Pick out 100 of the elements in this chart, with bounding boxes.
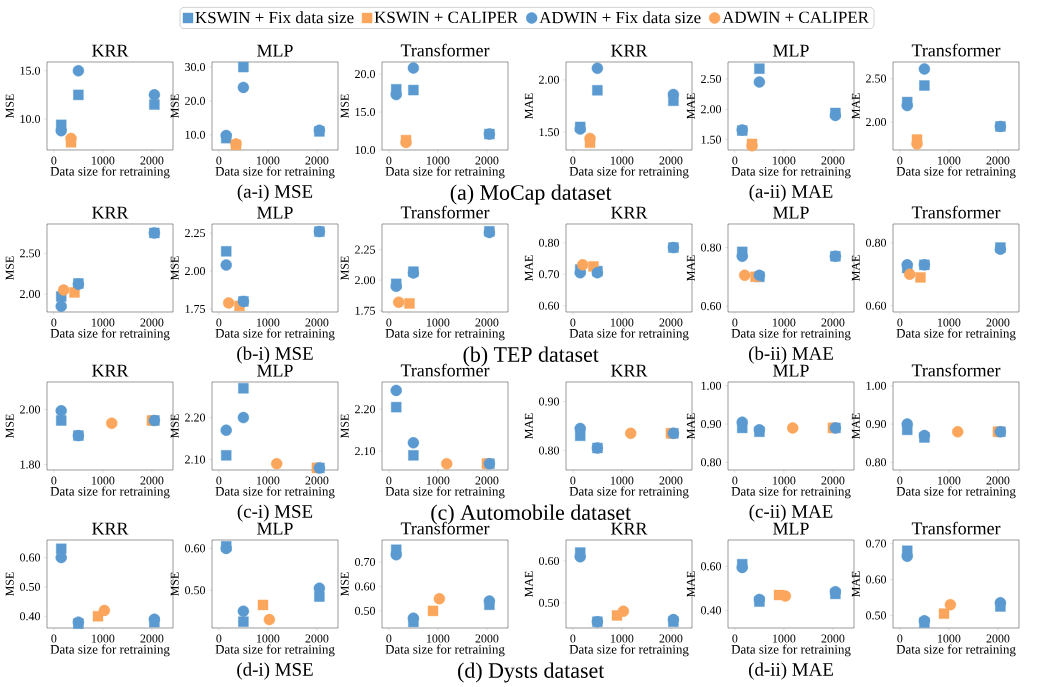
- y-tick-label: 20.0: [355, 70, 376, 79]
- y-tick-label: 0.60: [866, 575, 887, 584]
- y-tick-label: 0.70: [866, 539, 887, 548]
- y-tick-label: 1.00: [701, 381, 722, 390]
- chart-title: MLP: [773, 44, 809, 57]
- y-tick-label: 2.20: [355, 405, 376, 414]
- x-tick-label: 1000: [426, 318, 450, 327]
- x-axis-title: Data size for retraining: [50, 486, 170, 499]
- chart-title: MLP: [773, 522, 809, 535]
- x-axis-title: Data size for retraining: [569, 486, 689, 499]
- text: (a-i) MSE: [237, 184, 313, 202]
- x-tick-label: 1000: [610, 476, 634, 485]
- x-tick-label: 0: [386, 156, 392, 165]
- y-tick-label: 0.60: [866, 301, 887, 310]
- y-axis-title: MAE: [686, 413, 695, 439]
- y-tick-label: 0.50: [866, 611, 887, 620]
- x-axis-title: Data size for retraining: [569, 166, 689, 179]
- y-tick-label: 2.10: [185, 455, 206, 464]
- x-tick-label: 1000: [772, 634, 796, 643]
- y-axis-title: MSE: [170, 94, 179, 118]
- y-tick-label: 1.80: [20, 460, 41, 469]
- chart-title: Transformer: [400, 43, 490, 57]
- y-tick-label: 0.50: [355, 606, 376, 615]
- x-tick-label: 0: [216, 156, 222, 165]
- x-tick-label: 0: [732, 476, 738, 485]
- text: (d-i) MSE: [237, 662, 313, 680]
- chart-title: KRR: [611, 206, 648, 219]
- y-tick-label: 2.00: [539, 75, 560, 84]
- y-tick-label: 1.00: [866, 381, 887, 390]
- y-tick-label: 0.40: [20, 612, 41, 621]
- x-axis-title: Data size for retraining: [896, 328, 1016, 341]
- text: (d-ii) MAE: [748, 662, 833, 680]
- x-axis-title: Data size for retraining: [896, 644, 1016, 657]
- y-tick-label: 0.50: [20, 582, 41, 591]
- x-axis-title: Data size for retraining: [50, 328, 170, 341]
- chart-title: Transformer: [911, 205, 1001, 219]
- x-tick-label: 2000: [986, 634, 1010, 643]
- y-tick-label: 10.0: [20, 114, 41, 124]
- y-tick-label: 0.60: [355, 582, 376, 591]
- x-tick-label: 2000: [475, 318, 499, 327]
- x-axis-title: Data size for retraining: [896, 486, 1016, 499]
- y-tick-label: 1.50: [539, 128, 560, 137]
- y-tick-label: 0.80: [539, 446, 560, 455]
- x-axis-title: Data size for retraining: [896, 166, 1016, 179]
- x-tick-label: 2000: [659, 476, 683, 485]
- y-axis-title: MAE: [524, 571, 533, 597]
- y-axis-title: MAE: [524, 255, 533, 281]
- y-tick-label: 0.60: [539, 556, 560, 566]
- y-tick-label: 0.90: [539, 397, 560, 406]
- x-tick-label: 2000: [475, 476, 499, 485]
- y-tick-label: 0.60: [20, 553, 41, 562]
- y-tick-label: 2.50: [20, 249, 41, 258]
- legend-label: KSWIN + Fix data size: [195, 11, 354, 24]
- y-axis-title: MSE: [170, 256, 179, 280]
- chart-title: KRR: [611, 364, 648, 377]
- y-axis-title: MSE: [340, 256, 349, 280]
- legend-label: ADWIN + Fix data size: [539, 11, 701, 24]
- y-axis-title: MSE: [340, 414, 349, 438]
- x-tick-label: 1000: [256, 156, 280, 165]
- y-axis-title: MSE: [170, 414, 179, 438]
- y-axis-title: MAE: [851, 571, 860, 597]
- x-tick-label: 1000: [772, 476, 796, 485]
- x-axis-title: Data size for retraining: [731, 486, 851, 499]
- chart-title: Transformer: [400, 205, 490, 219]
- text: (b-i) MSE: [237, 346, 313, 364]
- y-tick-label: 0.60: [539, 301, 560, 310]
- y-axis-title: MSE: [5, 572, 14, 596]
- x-tick-label: 0: [732, 318, 738, 327]
- x-tick-label: 2000: [305, 634, 329, 643]
- y-tick-label: 2.00: [866, 118, 887, 127]
- y-tick-label: 10.0: [185, 130, 206, 139]
- x-tick-label: 2000: [821, 634, 845, 643]
- y-axis-title: MSE: [170, 572, 179, 596]
- y-axis-title: MAE: [686, 255, 695, 281]
- x-tick-label: 1000: [91, 476, 115, 485]
- y-tick-label: 2.00: [355, 276, 376, 285]
- x-tick-label: 1000: [772, 318, 796, 327]
- text: (a-ii) MAE: [749, 184, 833, 202]
- legend-label: ADWIN + CALIPER: [722, 11, 869, 24]
- text: (d) Dysts dataset: [458, 662, 605, 683]
- x-tick-label: 1000: [91, 634, 115, 643]
- x-tick-label: 0: [51, 634, 57, 643]
- y-tick-label: 15.0: [355, 108, 376, 117]
- x-tick-label: 2000: [986, 318, 1010, 327]
- x-axis-title: Data size for retraining: [731, 644, 851, 657]
- x-tick-label: 1000: [426, 634, 450, 643]
- x-tick-label: 0: [570, 318, 576, 327]
- y-tick-label: 0.90: [866, 420, 887, 429]
- y-tick-label: 2.50: [866, 74, 887, 83]
- y-tick-label: 0.80: [701, 458, 722, 467]
- x-axis-title: Data size for retraining: [569, 328, 689, 341]
- y-tick-label: 0.60: [701, 562, 722, 571]
- x-tick-label: 2000: [821, 318, 845, 327]
- x-tick-label: 0: [570, 156, 576, 165]
- x-axis-title: Data size for retraining: [215, 328, 335, 341]
- y-tick-label: 2.00: [20, 290, 41, 299]
- x-tick-label: 2000: [475, 156, 499, 165]
- x-axis-title: Data size for retraining: [215, 166, 335, 179]
- text: (c-ii) MAE: [749, 504, 833, 522]
- y-tick-label: 2.50: [701, 74, 722, 84]
